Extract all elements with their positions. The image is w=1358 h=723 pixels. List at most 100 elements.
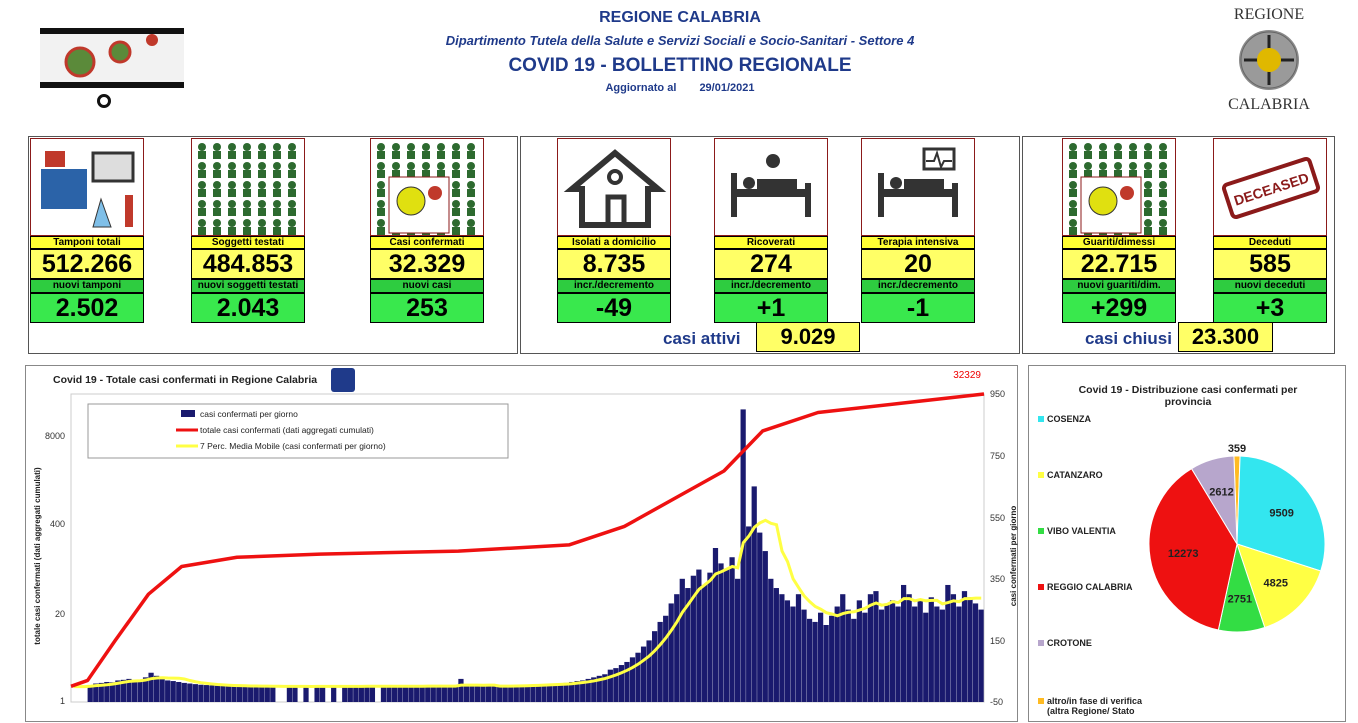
kpi-card: Guariti/dimessi 22.715 nuovi guariti/dim… <box>1062 138 1176 323</box>
daily-bar <box>674 594 680 702</box>
hospital-bed-icon <box>714 138 828 236</box>
daily-bar <box>104 681 110 702</box>
recovered-person-icon <box>1062 138 1176 236</box>
daily-bar <box>618 665 625 702</box>
header: REGIONE CALABRIA Dipartimento Tutela del… <box>0 0 1358 130</box>
pie-legend-label: CROTONE <box>1047 638 1092 648</box>
daily-bar <box>735 578 741 702</box>
region-emblem-icon <box>1239 30 1299 90</box>
pie-value-label: 12273 <box>1168 548 1199 560</box>
daily-bar <box>707 572 713 702</box>
daily-bar <box>203 685 210 702</box>
daily-bar <box>497 685 503 702</box>
daily-bar <box>314 686 320 702</box>
daily-bar <box>557 683 564 702</box>
kpi-label: Isolati a domicilio <box>557 236 671 249</box>
kpi-card: Tamponi totali 512.266 nuovi tamponi 2.5… <box>30 138 144 323</box>
pie-legend-label: CATANZARO <box>1047 470 1103 480</box>
right-tick-label: 350 <box>990 574 1005 584</box>
daily-bar <box>93 683 99 702</box>
daily-bar <box>740 409 746 702</box>
daily-bar <box>397 686 403 702</box>
right-tick-label: -50 <box>990 697 1003 707</box>
daily-bar <box>474 686 481 702</box>
updated-label: Aggiornato al <box>605 82 677 94</box>
daily-bar <box>535 685 542 702</box>
daily-bar <box>701 584 708 702</box>
daily-bar <box>812 621 818 702</box>
kpi-value: 585 <box>1213 249 1327 279</box>
moving-average-line <box>73 518 982 689</box>
left-axis-title: totale casi confermati (dati aggregati c… <box>33 467 42 645</box>
daily-bar <box>225 685 232 702</box>
daily-bar <box>806 618 813 702</box>
daily-bar <box>790 606 796 702</box>
region-title: REGIONE CALABRIA <box>599 9 761 26</box>
kpi-label: Soggetti testati <box>191 236 305 249</box>
kpi-value: 484.853 <box>191 249 305 279</box>
right-axis-title: casi confermati per giorno <box>1009 506 1018 607</box>
kpi-sub-label: incr./decremento <box>861 279 975 293</box>
daily-bar <box>569 681 575 702</box>
pie-slice <box>1236 455 1326 572</box>
daily-bar <box>668 603 674 702</box>
kpi-value: 32.329 <box>370 249 484 279</box>
daily-bar <box>895 606 901 702</box>
daily-bar <box>663 615 669 702</box>
daily-bar <box>845 609 851 702</box>
daily-bar <box>596 675 602 702</box>
kpi-value: 22.715 <box>1062 249 1176 279</box>
daily-bar <box>447 686 453 702</box>
pie-chart-title: Covid 19 - Distribuzione casi confermati… <box>1078 384 1298 408</box>
daily-bar <box>115 680 121 702</box>
daily-bar <box>934 606 940 702</box>
daily-bar <box>198 684 204 702</box>
kpi-sub-value: -1 <box>861 293 975 323</box>
daily-bar <box>347 686 353 702</box>
daily-bar <box>585 678 591 702</box>
left-tick-label: 400 <box>50 519 65 529</box>
daily-bar <box>176 681 182 702</box>
daily-bar <box>679 578 685 702</box>
daily-bar <box>901 584 907 702</box>
updated-date: 29/01/2021 <box>699 82 755 94</box>
daily-bar <box>502 685 508 702</box>
daily-bar <box>214 685 221 702</box>
daily-bar <box>192 684 198 702</box>
daily-bar <box>270 686 276 702</box>
daily-bar <box>972 603 979 702</box>
daily-bar <box>524 685 530 702</box>
board-stand-icon <box>97 94 111 108</box>
department-subtitle: Dipartimento Tutela della Salute e Servi… <box>445 33 915 48</box>
daily-bar <box>552 683 558 702</box>
daily-bar <box>187 683 193 702</box>
deceased-stamp-icon: DECEASED <box>1213 138 1327 236</box>
daily-bar <box>253 686 259 702</box>
right-tick-label: 750 <box>990 451 1005 461</box>
daily-bar <box>126 678 132 702</box>
daily-bar <box>303 686 309 702</box>
daily-bar <box>889 600 896 702</box>
pie-legend-swatch <box>1038 584 1044 590</box>
daily-bar <box>170 681 176 702</box>
daily-bar <box>624 661 630 702</box>
daily-bar <box>452 686 459 702</box>
daily-bar <box>646 640 652 702</box>
daily-bar <box>364 685 370 702</box>
daily-bar <box>109 682 115 702</box>
daily-bar <box>358 685 364 702</box>
province-pie-panel: Covid 19 - Distribuzione casi confermati… <box>1028 365 1346 722</box>
daily-bar <box>436 686 442 702</box>
daily-bar <box>519 685 525 702</box>
daily-bar <box>480 686 486 702</box>
daily-bar <box>580 680 586 702</box>
daily-bar <box>840 594 846 702</box>
daily-bar <box>403 686 409 702</box>
daily-bar <box>469 685 475 702</box>
cumulative-chart-title: Covid 19 - Totale casi confermati in Reg… <box>53 374 318 386</box>
daily-bar <box>723 569 730 702</box>
daily-bar <box>640 646 647 702</box>
daily-bar <box>425 685 431 702</box>
daily-bar <box>574 681 580 702</box>
daily-bar <box>862 612 868 702</box>
